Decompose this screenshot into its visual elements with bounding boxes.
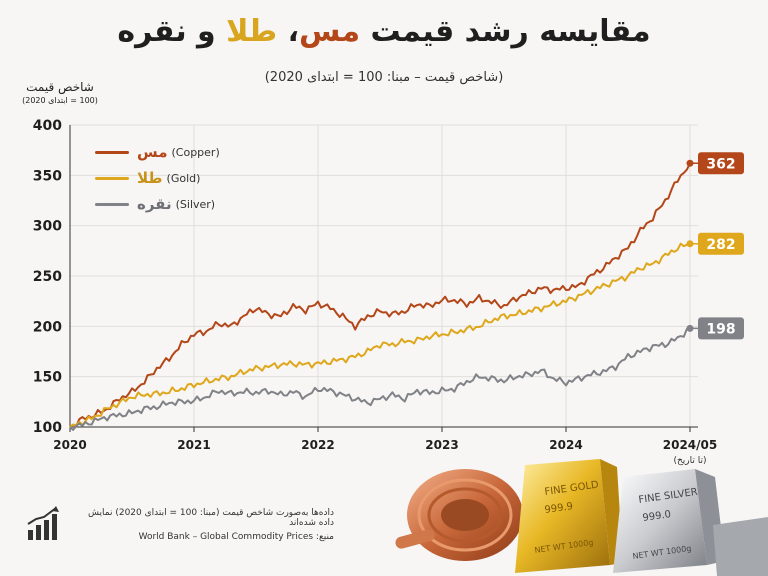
- legend-label-silver: نقره: [137, 195, 172, 213]
- title-silver: نقره: [117, 14, 187, 49]
- gold-bar-purity: 999.9: [544, 501, 574, 516]
- legend-swatch-silver: [95, 202, 129, 206]
- x-tick-label: 2023: [425, 438, 458, 452]
- series-line-copper: [69, 162, 691, 428]
- end-label-gold: 282: [706, 237, 735, 253]
- end-label-copper: 362: [706, 156, 735, 172]
- legend-sublabel-gold: (Gold): [166, 171, 201, 185]
- chart-subtitle: (شاخص قیمت – مبنا: 100 = ابتدای 2020): [264, 70, 504, 85]
- x-tick-label: 2022: [301, 438, 334, 452]
- legend-swatch-copper: [95, 150, 129, 154]
- metals-illustration: FINE GOLD 999.9 NET WT 1000g FINE SILVER…: [395, 459, 768, 576]
- series-line-silver: [69, 327, 691, 431]
- legend-item-gold: طلا (Gold): [95, 165, 220, 191]
- legend-item-copper: مس (Copper): [95, 139, 220, 165]
- y-tick-label: 250: [33, 269, 62, 285]
- series-line-gold: [69, 242, 691, 428]
- title-gold: طلا: [226, 14, 278, 49]
- title-sep: ،: [277, 14, 300, 49]
- gold-bar: FINE GOLD 999.9 NET WT 1000g: [515, 459, 623, 573]
- legend-label-gold: طلا: [137, 169, 163, 187]
- y-tick-label: 300: [33, 219, 62, 235]
- y-axis-title-line2: (100 = ابتدای 2020): [22, 96, 98, 105]
- y-axis-title: شاخص قیمت (100 = ابتدای 2020): [10, 80, 110, 105]
- copper-coil: [395, 469, 523, 561]
- chart-title: مقایسه رشد قیمت مس، طلا و نقره: [0, 14, 768, 49]
- x-end-note: (تا تاریخ): [673, 456, 706, 466]
- legend-item-silver: نقره (Silver): [95, 191, 220, 217]
- legend-swatch-gold: [95, 176, 129, 180]
- end-label-box-copper: [698, 152, 744, 175]
- source-note: منبع: World Bank – Global Commodity Pric…: [138, 532, 334, 542]
- title-copper: مس: [299, 14, 361, 49]
- y-tick-label: 200: [33, 319, 62, 335]
- y-axis-title-line1: شاخص قیمت: [26, 80, 94, 94]
- silver-bar-purity: 999.0: [642, 509, 672, 524]
- y-tick-label: 150: [33, 370, 62, 386]
- bar-chart-growth-icon: [27, 506, 59, 540]
- end-label-box-gold: [698, 232, 744, 255]
- legend-label-copper: مس: [137, 143, 168, 161]
- footnote: داده‌ها به‌صورت شاخص قیمت (مبنا: 100 = ا…: [88, 508, 334, 528]
- silver-bar: FINE SILVER 999.0 NET WT 1000g: [613, 469, 768, 576]
- legend: مس (Copper) طلا (Gold) نقره (Silver): [95, 139, 220, 217]
- y-tick-label: 100: [33, 420, 62, 436]
- x-tick-label: 2024/05: [663, 438, 717, 452]
- x-tick-label: 2021: [177, 438, 210, 452]
- legend-sublabel-copper: (Copper): [171, 145, 220, 159]
- title-and: و: [186, 14, 227, 49]
- x-tick-label: 2024: [549, 438, 582, 452]
- title-text: مقایسه رشد قیمت: [370, 14, 651, 49]
- end-label-box-silver: [698, 317, 744, 340]
- y-tick-label: 350: [33, 168, 62, 184]
- x-tick-label: 2020: [53, 438, 86, 452]
- end-label-silver: 198: [706, 321, 735, 337]
- y-tick-label: 400: [33, 118, 62, 134]
- legend-sublabel-silver: (Silver): [175, 197, 216, 211]
